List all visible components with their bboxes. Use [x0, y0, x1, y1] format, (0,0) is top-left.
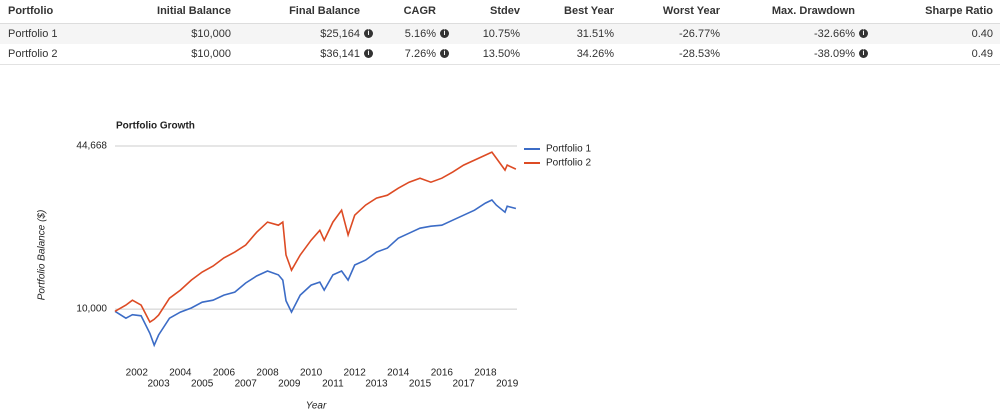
- info-icon: i: [364, 29, 373, 38]
- x-tick-label: 2005: [191, 379, 214, 390]
- table-cell: 0.40: [971, 28, 993, 40]
- chart-title: Portfolio Growth: [116, 121, 195, 132]
- row-bg: [0, 44, 1000, 65]
- info-icon: i: [440, 49, 449, 58]
- x-tick-label: 2006: [213, 368, 236, 379]
- info-icon: i: [859, 49, 868, 58]
- line: [114, 151, 517, 324]
- x-tick-label: 2015: [409, 379, 432, 390]
- x-tick-label: 2003: [147, 379, 170, 390]
- header-cell: Stdev: [490, 5, 520, 17]
- x-tick-label: 2016: [431, 368, 454, 379]
- header-cell: Worst Year: [662, 5, 720, 17]
- x-axis-label: Year: [306, 401, 327, 412]
- table-cell: 10.75%: [482, 28, 520, 40]
- header-cell: Best Year: [564, 5, 614, 17]
- y-tick-label: 10,000: [76, 304, 107, 315]
- x-tick-label: 2008: [256, 368, 279, 379]
- header-cell: Portfolio: [8, 5, 54, 17]
- table-cell: $36,141: [320, 48, 360, 60]
- info-icon: i: [364, 49, 373, 58]
- x-tick-label: 2019: [496, 379, 519, 390]
- table-cell: -26.77%: [679, 28, 720, 40]
- x-tick-label: 2013: [365, 379, 388, 390]
- line: [114, 199, 517, 348]
- legend-label: Portfolio 1: [546, 144, 591, 155]
- table-cell: Portfolio 2: [8, 48, 58, 60]
- header-cell: Final Balance: [289, 5, 360, 17]
- table-cell: 0.49: [971, 48, 993, 60]
- x-tick-label: 2014: [387, 368, 410, 379]
- header-cell: Sharpe Ratio: [925, 5, 993, 17]
- x-tick-label: 2018: [474, 368, 497, 379]
- table-cell: 5.16%: [404, 28, 436, 40]
- header-cell: CAGR: [403, 5, 436, 17]
- header-cell: Initial Balance: [157, 5, 231, 17]
- table-cell: $10,000: [191, 28, 231, 40]
- table-cell: -28.53%: [679, 48, 720, 60]
- table-cell: -38.09%: [814, 48, 855, 60]
- y-tick-label: 44,668: [76, 141, 107, 152]
- x-tick-label: 2009: [278, 379, 301, 390]
- header-cell: Max. Drawdown: [771, 5, 855, 17]
- info-icon: i: [859, 29, 868, 38]
- table-cell: $25,164: [320, 28, 360, 40]
- table-cell: 7.26%: [404, 48, 436, 60]
- table-cell: 13.50%: [482, 48, 520, 60]
- table-cell: $10,000: [191, 48, 231, 60]
- x-tick-label: 2007: [235, 379, 258, 390]
- x-tick-label: 2017: [452, 379, 475, 390]
- table-cell: -32.66%: [814, 28, 855, 40]
- info-icon: i: [440, 29, 449, 38]
- row-bg: [0, 23, 1000, 24]
- legend-label: Portfolio 2: [546, 158, 591, 169]
- x-tick-label: 2004: [169, 368, 192, 379]
- x-tick-label: 2011: [322, 379, 344, 390]
- table-cell: Portfolio 1: [8, 28, 58, 40]
- table-cell: 31.51%: [576, 28, 614, 40]
- table-cell: 34.26%: [576, 48, 614, 60]
- x-tick-label: 2012: [344, 368, 367, 379]
- x-tick-label: 2010: [300, 368, 323, 379]
- y-axis-label: Portfolio Balance ($): [37, 210, 48, 301]
- x-tick-label: 2002: [126, 368, 149, 379]
